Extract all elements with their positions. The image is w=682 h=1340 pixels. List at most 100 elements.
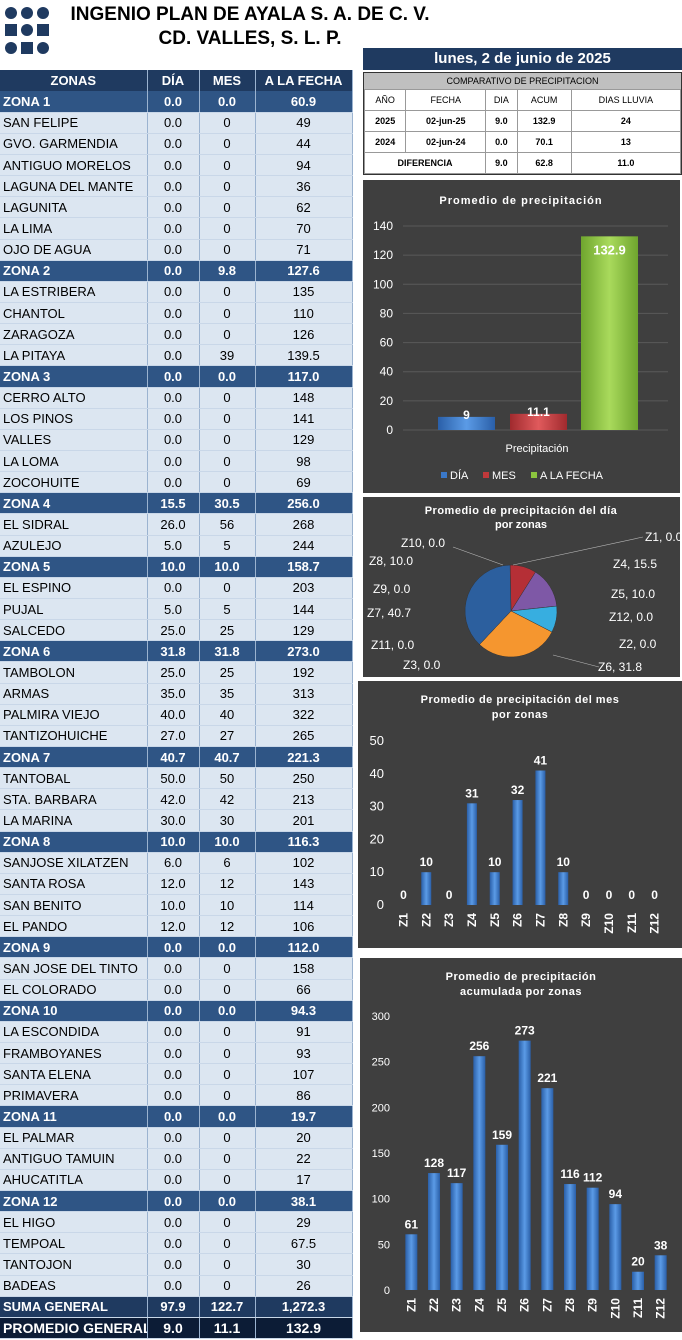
zone-name-cell: LAGUNITA xyxy=(0,196,148,219)
value-cell-dia: 6.0 xyxy=(147,852,200,874)
comparison-diff-label: DIFERENCIA xyxy=(363,152,487,174)
zone-name-cell: EL PALMAR xyxy=(0,1127,148,1149)
table-row: AZULEJO 5.0 5 244 xyxy=(0,535,353,557)
table-row: ZOCOHUITE 0.0 0 69 xyxy=(0,471,353,494)
value-cell-dia: 50.0 xyxy=(147,767,200,790)
value-cell-mes: 27 xyxy=(199,725,256,748)
bar-z6 xyxy=(512,800,523,905)
y-tick-label: 40 xyxy=(380,365,394,379)
zone-name-cell: SUMA GENERAL xyxy=(0,1296,148,1318)
day-pie-chart-panel: Promedio de precipitación del día por zon… xyxy=(363,497,680,677)
zone-name-cell: SAN BENITO xyxy=(0,894,148,917)
value-cell-fecha: 114 xyxy=(255,894,353,917)
zone-name-cell: ZONA 9 xyxy=(0,936,148,959)
value-cell-fecha: 127.6 xyxy=(255,260,353,282)
data-label: 221 xyxy=(537,1071,557,1085)
value-cell-dia: 0.0 xyxy=(147,1000,200,1022)
value-cell-fecha: 17 xyxy=(255,1169,353,1191)
table-header-row: ZONAS DÍA MES A LA FECHA xyxy=(0,70,353,92)
comparison-cell: 2025 xyxy=(363,110,407,132)
value-cell-fecha: 148 xyxy=(255,387,353,409)
zone-name-cell: LA LOMA xyxy=(0,450,148,473)
value-cell-dia: 0.0 xyxy=(147,302,200,325)
avg-precip-chart: Promedio de precipitación 0 20 40 60 80 100 120… xyxy=(373,195,668,482)
x-tick-label: Z8 xyxy=(556,913,570,927)
data-label: 116 xyxy=(560,1167,580,1181)
pie-slice-z6 xyxy=(479,610,553,658)
value-cell-mes: 10.0 xyxy=(199,831,256,853)
value-cell-fecha: 69 xyxy=(255,471,353,494)
data-label: 256 xyxy=(469,1039,489,1053)
comparison-cell: 02-jun-24 xyxy=(405,131,487,153)
zone-name-cell: TEMPOAL xyxy=(0,1232,148,1255)
table-row: STA. BARBARA 42.0 42 213 xyxy=(0,788,353,811)
data-label: 32 xyxy=(511,783,525,797)
bar-z5 xyxy=(496,1144,508,1290)
y-tick-label: 250 xyxy=(372,1057,390,1069)
value-cell-dia: 25.0 xyxy=(147,619,200,642)
zone-row: ZONA 4 15.5 30.5 256.0 xyxy=(0,492,353,515)
legend-swatch xyxy=(441,472,447,478)
value-cell-dia: 0.0 xyxy=(147,239,200,261)
value-cell-dia: 15.5 xyxy=(147,492,200,515)
zone-row: ZONA 11 0.0 0.0 19.7 xyxy=(0,1105,353,1128)
zone-name-cell: BADEAS xyxy=(0,1275,148,1297)
y-tick-label: 50 xyxy=(370,733,384,748)
comparison-cell: 02-jun-25 xyxy=(405,110,487,132)
comparison-row-2025: 2025 02-jun-25 9.0 132.9 24 xyxy=(363,110,682,132)
zones-table: ZONAS DÍA MES A LA FECHA ZONA 1 0.0 0.0 60.… xyxy=(0,70,353,1339)
pie-label-z12: Z12, 0.0 xyxy=(609,610,653,624)
value-cell-mes: 39 xyxy=(199,344,256,367)
y-tick-label: 50 xyxy=(378,1239,390,1251)
value-cell-fecha: 158.7 xyxy=(255,556,353,578)
value-cell-fecha: 44 xyxy=(255,133,353,156)
comparison-table: COMPARATIVO DE PRECIPITACION AÑO FECHA D… xyxy=(363,72,682,175)
pie-label-z8: Z8, 10.0 xyxy=(369,554,413,568)
zone-name-cell: FRAMBOYANES xyxy=(0,1042,148,1065)
value-cell-mes: 11.1 xyxy=(199,1317,256,1339)
value-cell-mes: 56 xyxy=(199,513,256,536)
data-label: 273 xyxy=(515,1024,535,1038)
column-header: MES xyxy=(199,70,256,92)
value-cell-fecha: 265 xyxy=(255,725,353,748)
comparison-title: COMPARATIVO DE PRECIPITACION xyxy=(364,73,681,89)
value-cell-fecha: 36 xyxy=(255,175,353,198)
comparison-cell: 11.0 xyxy=(570,152,682,174)
zone-name-cell: ZONA 11 xyxy=(0,1105,148,1128)
zone-name-cell: LOS PINOS xyxy=(0,408,148,430)
zone-name-cell: SAN JOSE DEL TINTO xyxy=(0,957,148,980)
value-cell-fecha: 268 xyxy=(255,513,353,536)
cumulative-bar-chart-panel: Promedio de precipitación acumulada por z… xyxy=(360,958,682,1332)
value-cell-dia: 12.0 xyxy=(147,873,200,895)
value-cell-dia: 12.0 xyxy=(147,915,200,938)
avg-precip-chart-panel: Promedio de precipitación 0 20 40 60 80 100 120… xyxy=(363,180,680,493)
zone-name-cell: AHUCATITLA xyxy=(0,1169,148,1191)
zone-name-cell: TANTOJON xyxy=(0,1253,148,1276)
y-tick-label: 60 xyxy=(380,336,394,350)
x-tick-label: Z6 xyxy=(511,913,525,927)
value-cell-mes: 0.0 xyxy=(199,1105,256,1128)
value-cell-mes: 0 xyxy=(199,1232,256,1255)
value-cell-fecha: 30 xyxy=(255,1253,353,1276)
value-cell-dia: 0.0 xyxy=(147,1084,200,1107)
value-cell-mes: 42 xyxy=(199,788,256,811)
pie-label-z7: Z7, 40.7 xyxy=(367,606,411,620)
value-cell-dia: 0.0 xyxy=(147,260,200,282)
data-label: 11.1 xyxy=(527,405,550,419)
comparison-header: FECHA xyxy=(405,89,487,111)
value-cell-fecha: 322 xyxy=(255,704,353,726)
value-cell-dia: 9.0 xyxy=(147,1317,200,1339)
y-tick-label: 0 xyxy=(377,897,384,912)
table-row: VALLES 0.0 0 129 xyxy=(0,429,353,452)
pie-label-z10: Z10, 0.0 xyxy=(401,536,445,550)
zone-name-cell: ZARAGOZA xyxy=(0,323,148,346)
value-cell-mes: 0 xyxy=(199,302,256,325)
table-row: LOS PINOS 0.0 0 141 xyxy=(0,408,353,430)
zone-name-cell: ANTIGUO TAMUIN xyxy=(0,1148,148,1170)
value-cell-dia: 0.0 xyxy=(147,1127,200,1149)
leader-line xyxy=(452,546,504,566)
value-cell-dia: 35.0 xyxy=(147,683,200,705)
table-row: SANJOSE XILATZEN 6.0 6 102 xyxy=(0,852,353,874)
table-row: CHANTOL 0.0 0 110 xyxy=(0,302,353,325)
value-cell-mes: 0.0 xyxy=(199,1190,256,1213)
